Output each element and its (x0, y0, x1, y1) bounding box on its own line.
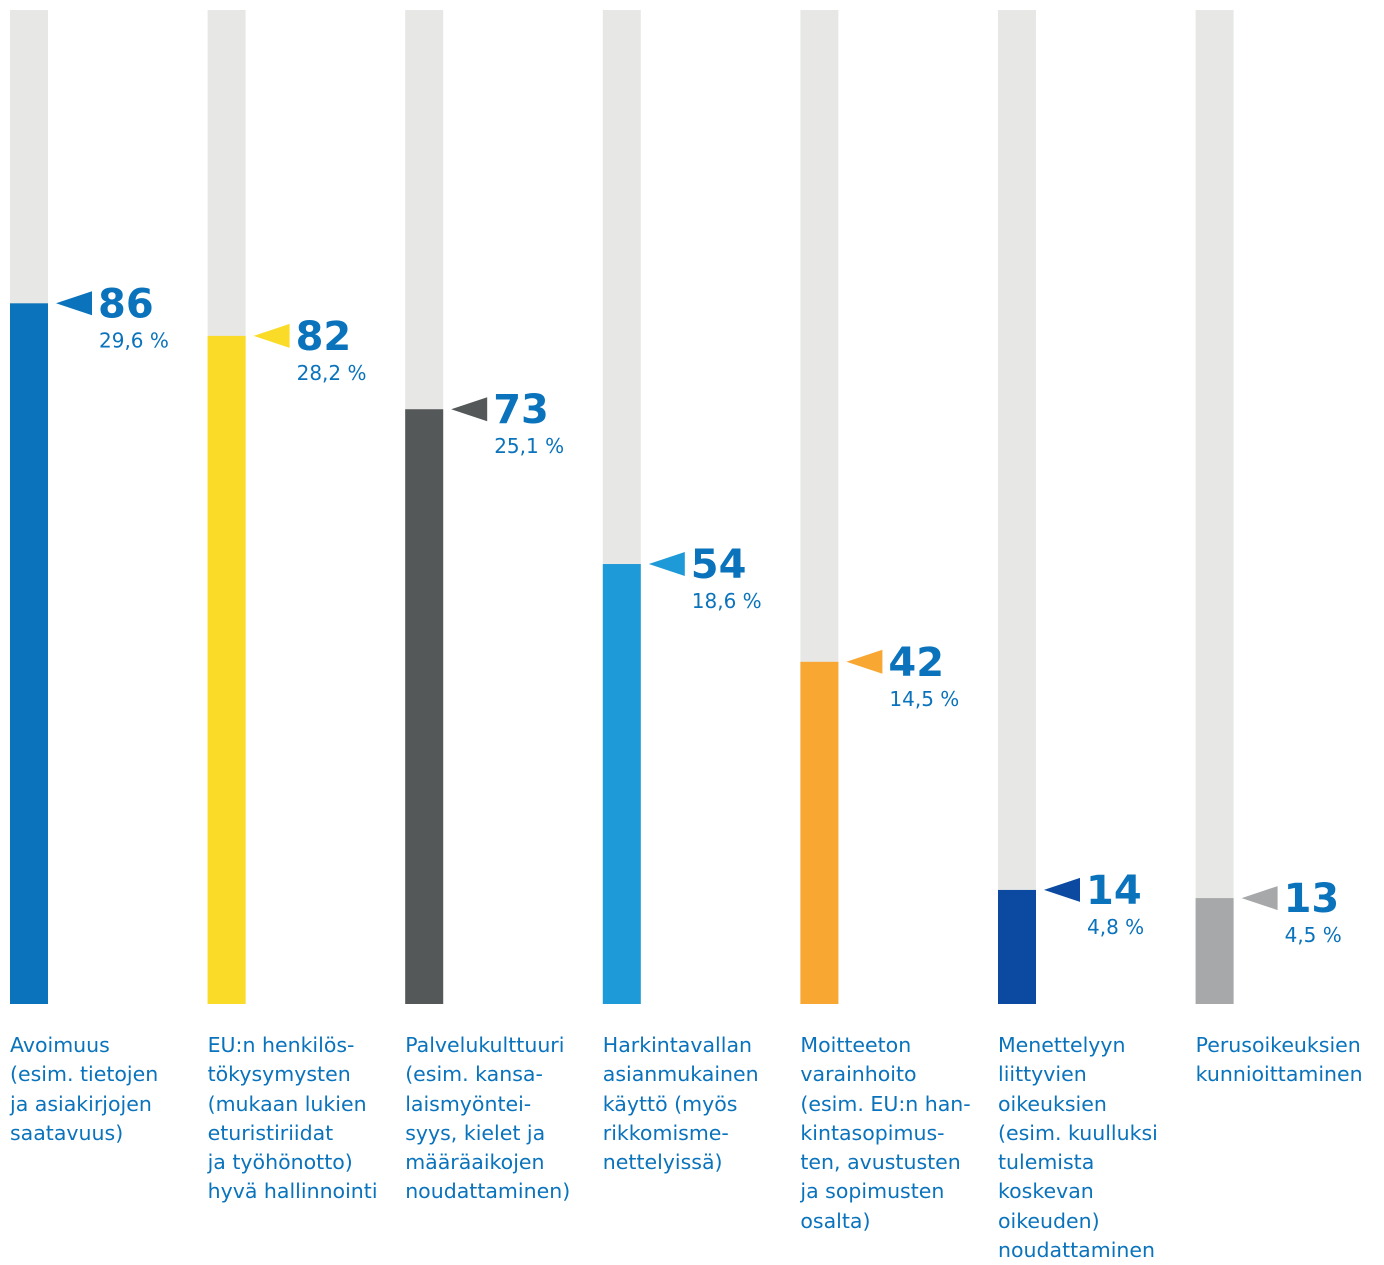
pointer-icon (1241, 886, 1278, 911)
value-label: 13 (1284, 876, 1340, 922)
category-label: Avoimuus (esim. tietojen ja asiakirjojen… (10, 1033, 159, 1145)
value-label: 14 (1086, 868, 1142, 914)
percent-label: 18,6 % (692, 589, 762, 613)
percent-label: 28,2 % (297, 361, 367, 385)
bar (602, 564, 641, 1004)
value-label: 82 (296, 314, 352, 360)
pointer-icon (451, 397, 488, 422)
bar (1195, 898, 1234, 1004)
category-label: Menettelyyn liittyvien oikeuksien (esim.… (998, 1033, 1158, 1263)
bar-track (998, 10, 1036, 1004)
category-label: Perusoikeuksien kunnioittaminen (1195, 1033, 1363, 1087)
category-label: EU:n henkilös- tökysymysten (mukaan luki… (207, 1033, 378, 1204)
category-label: Harkintavallan asianmukainen käyttö (myö… (602, 1033, 759, 1175)
percent-label: 4,5 % (1285, 923, 1342, 947)
bar-track (1195, 10, 1234, 1004)
percent-label: 29,6 % (99, 328, 169, 352)
pointer-icon (253, 323, 290, 348)
percent-label: 14,5 % (889, 687, 959, 711)
value-label: 54 (691, 542, 747, 588)
percent-label: 4,8 % (1087, 915, 1144, 939)
value-label: 42 (888, 640, 944, 686)
bar (998, 889, 1036, 1004)
pointer-icon (648, 552, 685, 577)
category-label: Moitteeton varainhoito (esim. EU:n han- … (800, 1033, 971, 1233)
pointer-icon (1044, 877, 1080, 902)
value-label: 73 (493, 387, 549, 433)
pointer-icon (56, 291, 92, 316)
value-label: 86 (98, 281, 154, 327)
bar (405, 409, 444, 1005)
bar (800, 661, 839, 1004)
bar (207, 335, 246, 1005)
percent-label: 25,1 % (494, 434, 564, 458)
pointer-icon (846, 649, 883, 674)
bar (10, 303, 48, 1004)
category-label: Palvelukulttuuri (esim. kansa- laismyönt… (405, 1033, 571, 1204)
